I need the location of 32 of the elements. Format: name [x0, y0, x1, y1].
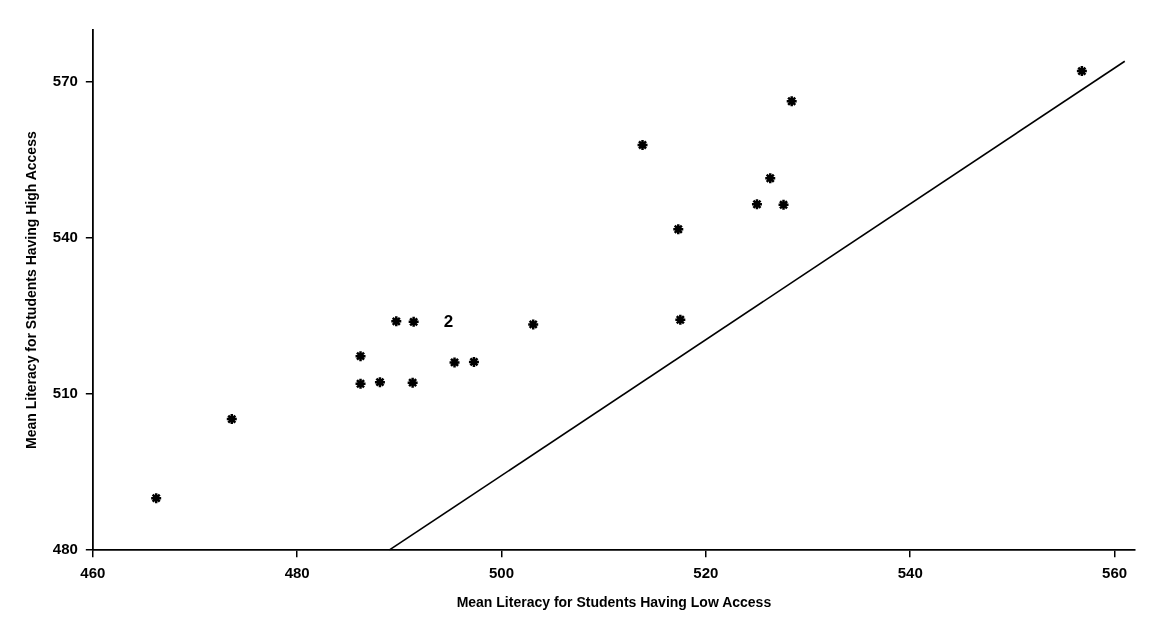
y-axis-title: Mean Literacy for Students Having High Access — [23, 131, 40, 449]
x-tick-label: 540 — [897, 564, 923, 582]
point — [373, 375, 387, 389]
point — [750, 198, 764, 211]
x-tick-label: 480 — [284, 564, 310, 582]
point — [672, 222, 685, 236]
x-axis-title: Mean Literacy for Students Having Low Access — [456, 594, 772, 611]
y-tick-label: 480 — [52, 540, 78, 558]
point — [785, 95, 798, 108]
y-tick-label: 540 — [52, 228, 78, 246]
x-tick-label: 460 — [80, 564, 106, 582]
point — [225, 412, 239, 426]
point — [636, 138, 649, 152]
point — [763, 172, 777, 185]
annotation: 2 — [443, 311, 454, 331]
point — [674, 313, 687, 326]
point — [467, 355, 481, 369]
y-tick-label: 570 — [52, 72, 78, 90]
point — [354, 377, 367, 390]
point — [406, 376, 419, 389]
point — [407, 315, 420, 329]
point — [390, 315, 403, 328]
x-tick-label: 500 — [489, 564, 515, 582]
x-tick-label: 560 — [1102, 564, 1128, 582]
point — [354, 349, 367, 363]
point — [1075, 64, 1089, 78]
point — [448, 356, 461, 369]
point — [526, 318, 540, 331]
point — [777, 198, 790, 212]
x-tick-label: 520 — [693, 564, 719, 582]
point — [149, 491, 163, 505]
y-tick-label: 510 — [52, 384, 78, 402]
